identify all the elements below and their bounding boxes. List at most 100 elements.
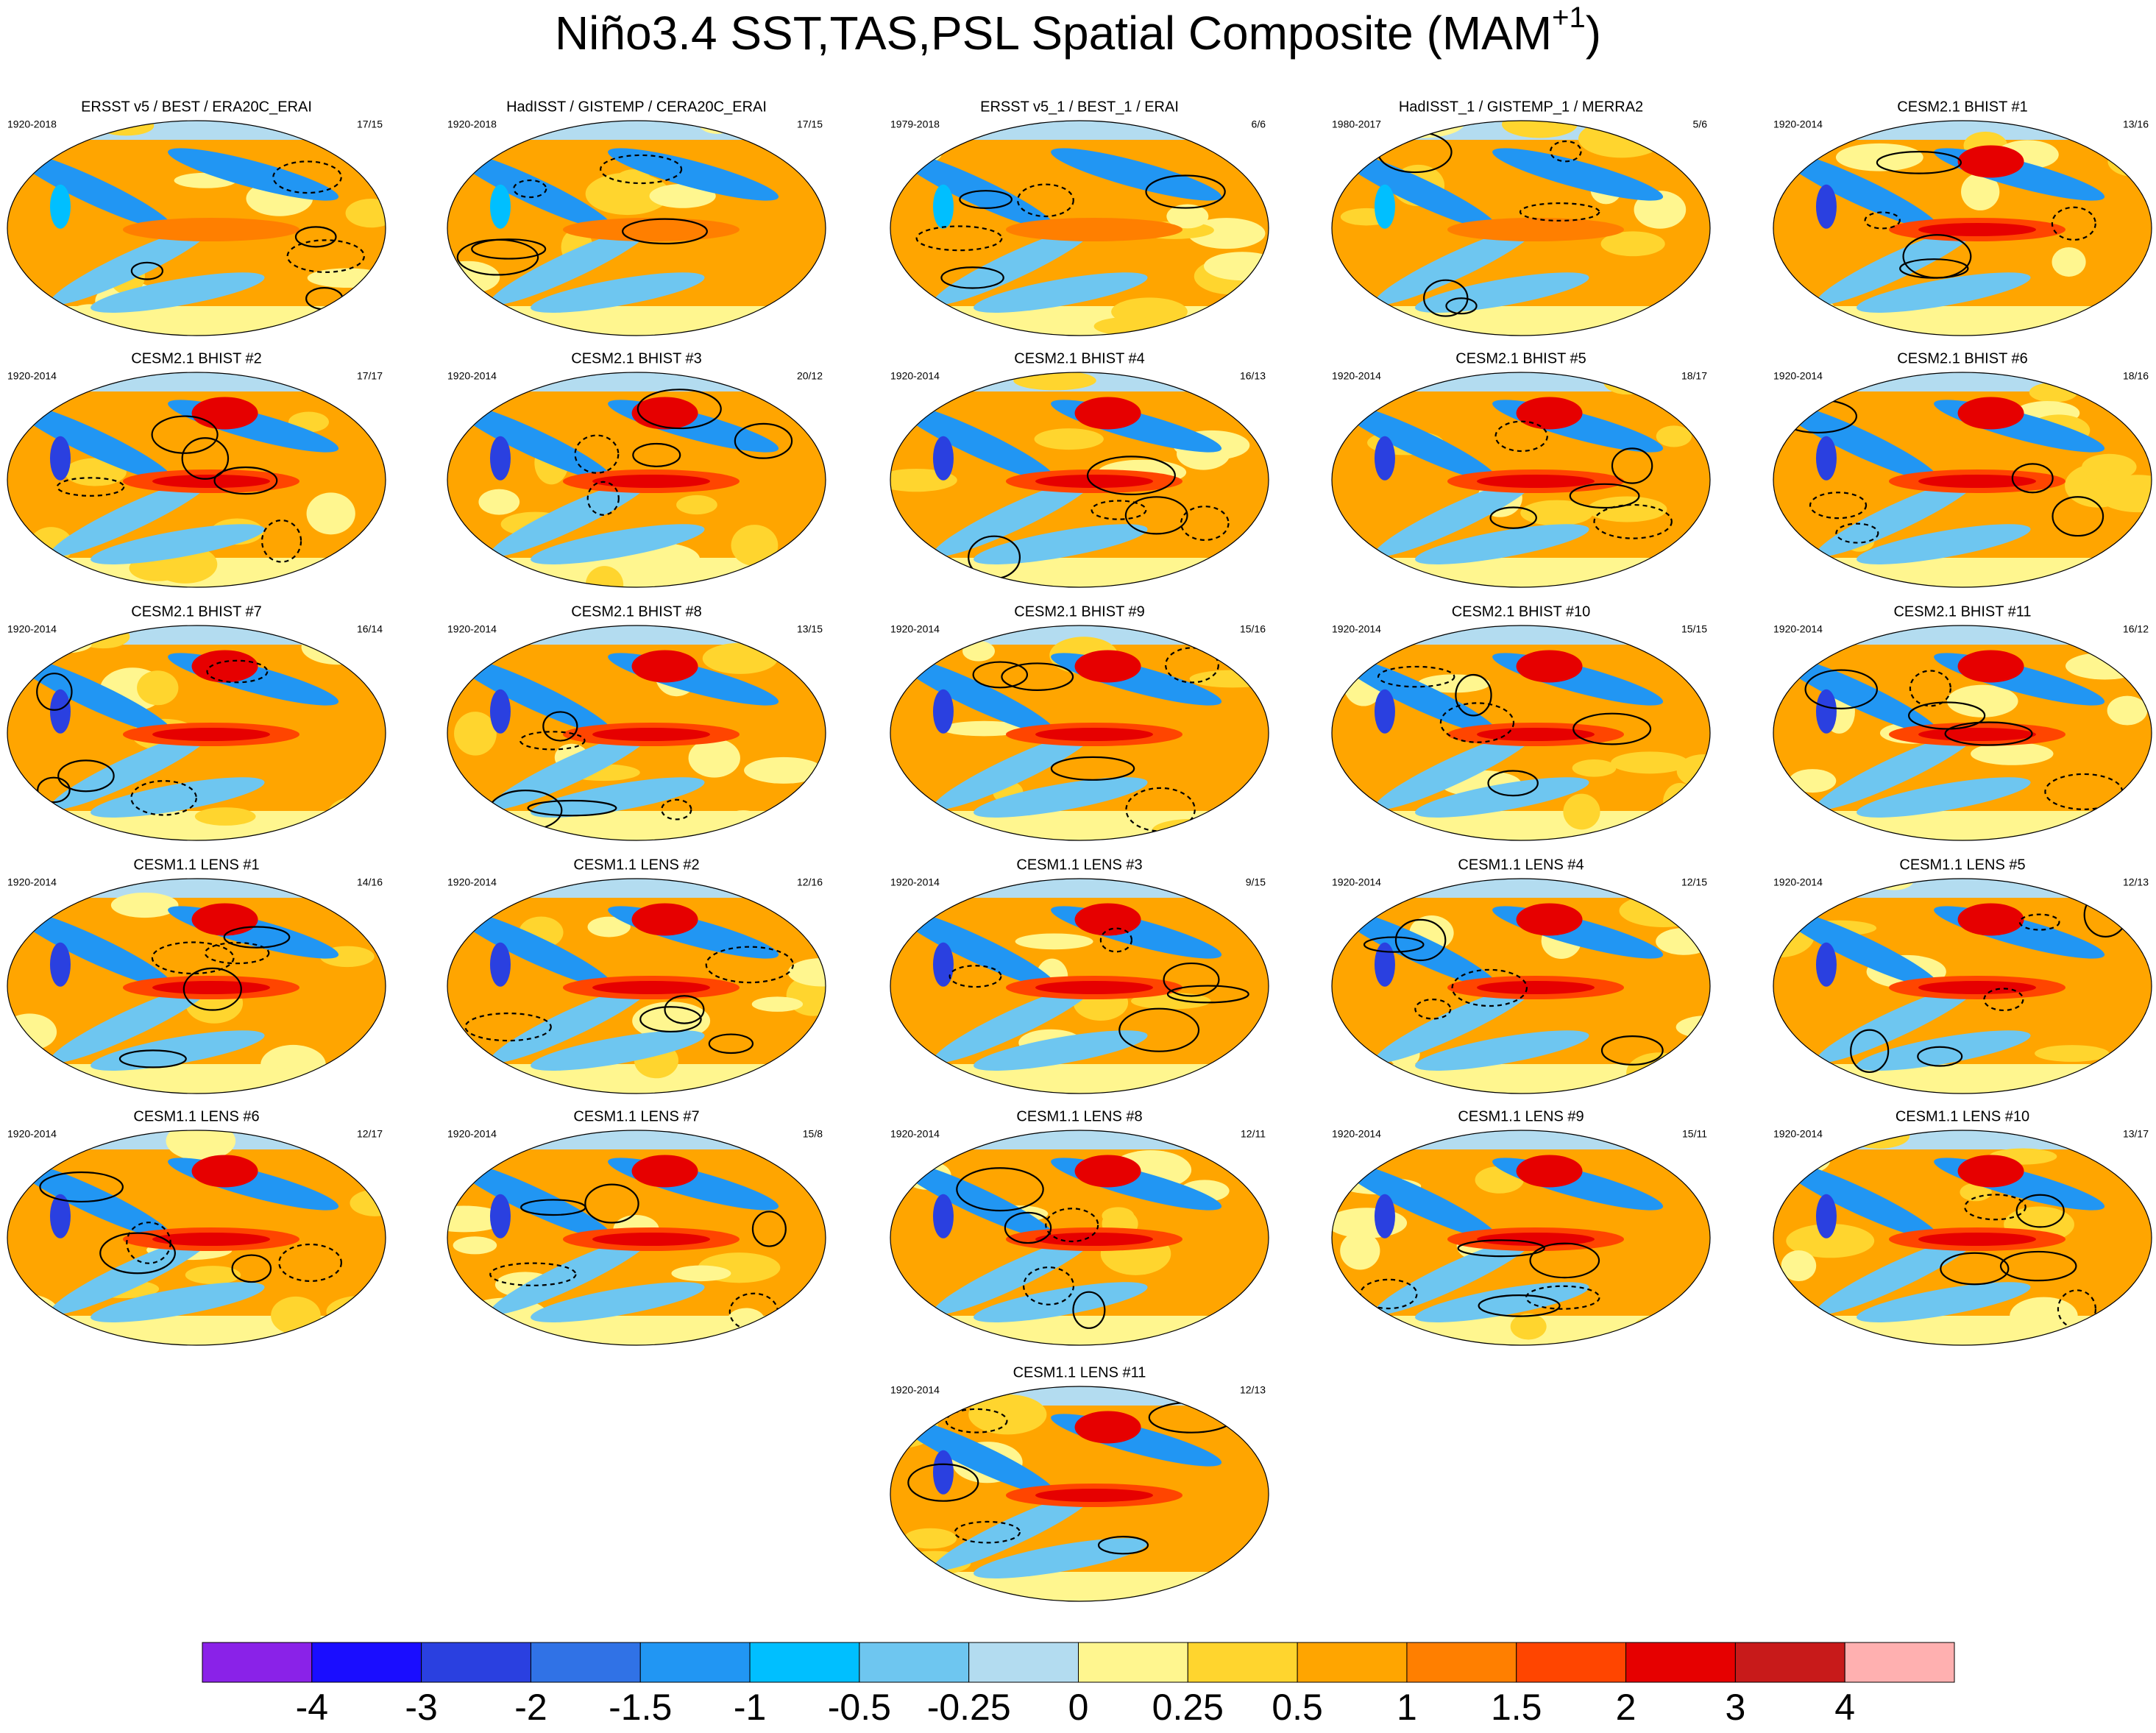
anomaly-patch <box>7 1013 57 1051</box>
polar-band <box>7 121 386 140</box>
psl-contour <box>708 1033 754 1055</box>
cool-band <box>1857 524 2031 564</box>
psl-contour <box>1165 647 1219 684</box>
warm-north <box>1957 397 2024 430</box>
anomaly-patch <box>1501 121 1578 138</box>
anomaly-patch <box>688 738 740 778</box>
anomaly-patch <box>585 172 670 216</box>
warm-core <box>1918 981 2036 994</box>
panel-ratio: 12/15 <box>1681 876 1707 888</box>
psl-contour <box>1004 1211 1052 1244</box>
psl-contour <box>945 1408 1008 1433</box>
psl-contour <box>1445 297 1478 315</box>
cool-band <box>974 1538 1148 1578</box>
anomaly-patch <box>1663 783 1697 821</box>
panel-period: 1920-2014 <box>890 876 940 888</box>
panel-ratio: 5/6 <box>1693 118 1708 130</box>
cool-band <box>895 403 1056 482</box>
map-outline <box>1331 372 1711 588</box>
map-outline <box>1331 625 1711 841</box>
anomaly-patch <box>2065 652 2144 680</box>
cool-band <box>974 524 1148 564</box>
cool-core <box>49 942 71 987</box>
warm-tongue <box>1006 218 1182 241</box>
anomaly-patch <box>344 1077 386 1094</box>
cool-band <box>12 909 173 988</box>
warm-core <box>152 1233 270 1246</box>
colorbar-box <box>968 1642 1079 1683</box>
cool-band <box>1816 984 1977 1063</box>
psl-contour <box>1550 140 1582 163</box>
psl-contour <box>1414 999 1452 1020</box>
map <box>1332 121 1710 336</box>
panel-ratio: 12/16 <box>797 876 823 888</box>
warm-north <box>1074 1155 1141 1188</box>
psl-contour <box>1519 202 1600 222</box>
map <box>1773 121 2152 336</box>
warm-north <box>631 650 698 683</box>
map-panel: CESM2.1 BHIST #5 1920-2014 18/17 <box>1331 350 1711 588</box>
psl-contour <box>1001 662 1074 691</box>
psl-contour <box>622 218 708 245</box>
warm-tongue <box>123 218 299 241</box>
map-panel: CESM1.1 LENS #4 1920-2014 12/15 <box>1331 857 1711 1094</box>
anomaly-patch <box>1102 1207 1135 1225</box>
cool-core <box>1815 436 1837 481</box>
map <box>7 625 386 840</box>
anomaly-patch <box>98 121 155 136</box>
anomaly-patch <box>968 1394 1047 1435</box>
psl-contour <box>286 239 365 273</box>
psl-contour <box>37 776 71 804</box>
south-band <box>890 1064 1269 1094</box>
cool-band <box>490 1236 651 1315</box>
warm-core <box>1035 1489 1153 1502</box>
cool-band <box>1415 524 1589 564</box>
panel-period: 1920-2014 <box>890 1128 940 1140</box>
psl-contour <box>1902 234 1972 279</box>
anomaly-patch <box>327 797 380 835</box>
cool-band <box>452 1160 613 1240</box>
anomaly-patch <box>890 911 923 932</box>
cool-band <box>1816 731 1977 810</box>
psl-contour <box>1118 1007 1200 1052</box>
psl-contour <box>632 442 681 467</box>
warm-north <box>1516 1155 1583 1188</box>
warm-north <box>191 650 258 683</box>
map-outline <box>447 1130 826 1346</box>
anomaly-patch <box>1789 769 1837 793</box>
psl-contour <box>1494 420 1548 453</box>
psl-contour <box>1091 500 1147 520</box>
map-panel: HadISST_1 / GISTEMP_1 / MERRA2 1980-2017 5… <box>1331 99 1711 336</box>
anomaly-patch <box>306 492 355 535</box>
warm-core <box>1035 728 1153 741</box>
cool-core <box>49 689 71 734</box>
colorbar-label: 1.5 <box>1491 1687 1542 1728</box>
psl-contour <box>1611 447 1653 484</box>
south-band <box>1773 1316 2152 1345</box>
cool-band <box>933 731 1094 810</box>
panel-title: ERSST v5 / BEST / ERA20C_ERAI <box>81 99 312 115</box>
anomaly-patch <box>896 1333 930 1345</box>
panel-ratio: 15/8 <box>803 1128 823 1140</box>
panel-ratio: 12/17 <box>357 1128 383 1140</box>
south-band <box>7 1064 386 1094</box>
cool-band <box>1375 478 1536 557</box>
warm-north <box>1957 903 2024 936</box>
psl-contour <box>57 759 115 793</box>
anomaly-patch <box>1600 231 1665 257</box>
colorbar-box <box>859 1642 970 1683</box>
polar-band <box>7 372 386 391</box>
psl-contour <box>586 481 620 516</box>
psl-contour <box>151 415 219 454</box>
psl-contour <box>664 995 705 1024</box>
south-band <box>447 1064 826 1094</box>
psl-contour <box>182 967 242 1011</box>
psl-contour <box>1804 669 1879 709</box>
cool-core <box>1374 942 1395 987</box>
south-band <box>890 558 1269 587</box>
warm-north <box>1074 903 1141 936</box>
anomaly-patch <box>453 1236 497 1255</box>
cool-band <box>933 1492 1094 1571</box>
polar-band <box>890 1386 1269 1406</box>
cool-core <box>49 184 71 229</box>
